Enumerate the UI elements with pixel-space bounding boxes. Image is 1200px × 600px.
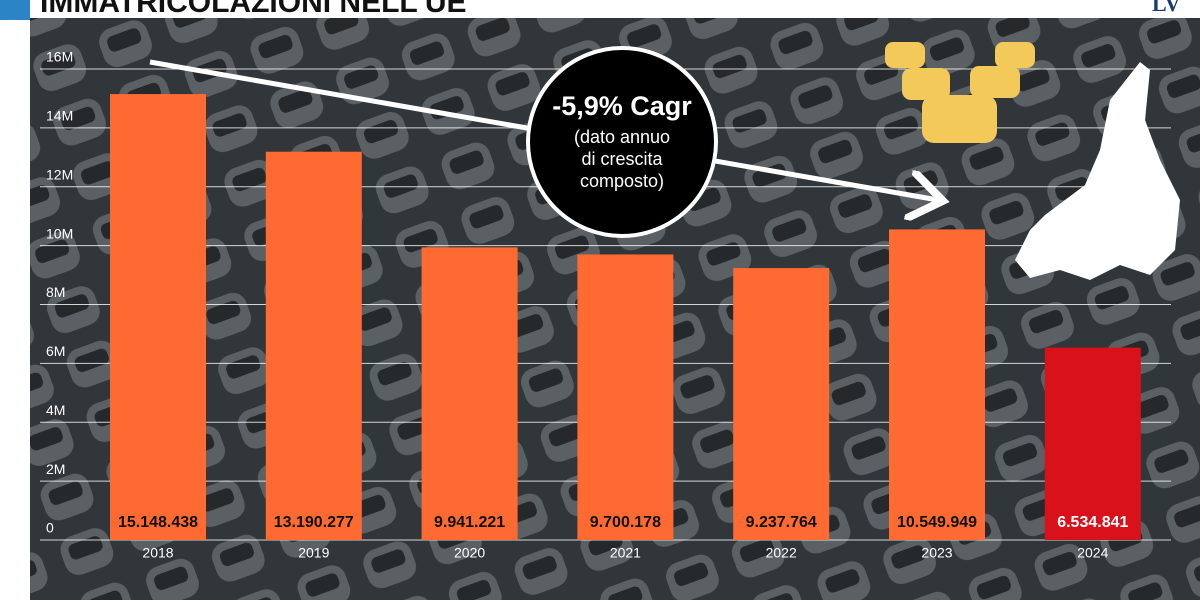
car-icon [970,66,1020,98]
y-tick-label: 12M [46,166,73,182]
value-label: 9.237.764 [746,514,817,531]
value-label: 10.549.949 [897,514,977,531]
bar [265,151,362,540]
car-icon [902,68,950,100]
y-tick-label: 0 [46,520,54,536]
bar [1044,347,1141,540]
annotation-headline: -5,9% Cagr [552,91,692,121]
x-tick-label: 2018 [142,545,173,561]
x-tick-label: 2023 [921,545,952,561]
x-tick-label: 2021 [610,545,641,561]
plot-area: 0 2M 4M 6M 8M 10M 12M 14M 16M 15.148.438 2018 13.19… [40,49,1171,561]
y-tick-label: 2M [46,461,65,477]
annotation-line: (dato annuo [574,127,670,147]
value-label: 13.190.277 [274,514,354,531]
car-icon [885,42,925,68]
annotation-line: composto) [580,171,664,191]
bar [889,229,985,540]
y-tick-label: 4M [46,402,65,418]
y-tick-label: 14M [46,108,73,124]
corner-strip [0,0,30,20]
bar [733,268,830,540]
y-tick-label: 16M [46,49,73,65]
y-tick-label: 10M [46,225,73,241]
x-tick-label: 2020 [454,545,485,561]
annotation-line: di crescita [581,149,663,169]
y-tick-label: 6M [46,343,65,359]
europe-map [1015,62,1180,280]
x-tick-label: 2024 [1077,545,1108,561]
bar [110,94,206,540]
y-tick-label: 8M [46,284,65,300]
cagr-bubble [526,46,718,238]
value-label: 9.700.178 [590,514,661,531]
car-icon [995,42,1035,68]
value-label: 9.941.221 [434,514,505,531]
logo: LV [1152,0,1181,16]
bar [577,254,674,541]
decoration: -5,9% Cagr (dato annuo di crescita compo… [149,42,1180,280]
bar [421,247,518,541]
value-label: 6.534.841 [1057,514,1128,531]
x-tick-label: 2022 [766,545,797,561]
chart-title: IMMATRICOLAZIONI NELL'UE [40,0,467,19]
value-label: 15.148.438 [118,514,198,531]
car-icon [922,95,997,143]
x-tick-label: 2019 [298,545,329,561]
